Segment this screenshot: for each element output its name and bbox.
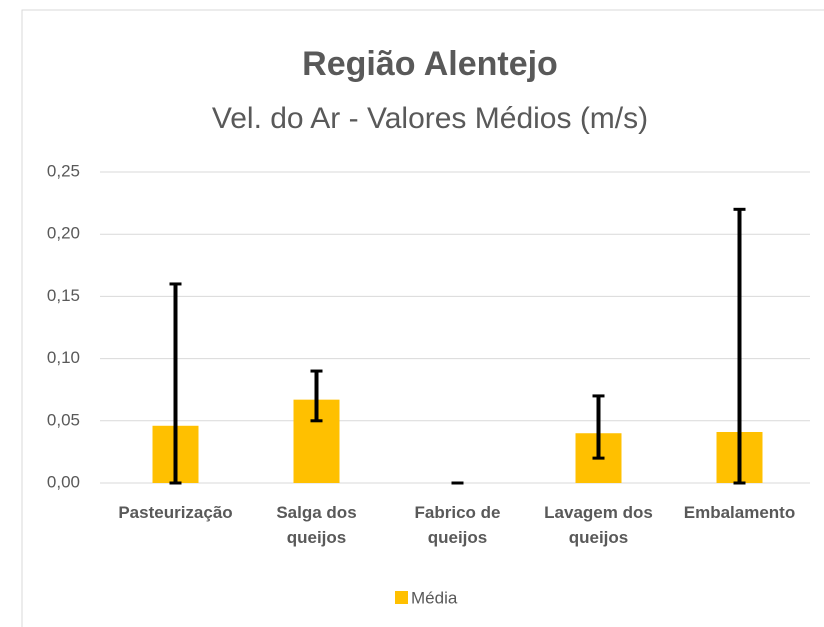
y-tick-label: 0,25 [47,161,80,180]
y-tick-label: 0,15 [47,286,80,305]
chart-title: Região Alentejo [302,45,558,83]
x-tick-label: Lavagem dos queijos [544,503,653,547]
y-tick-label: 0,00 [47,472,80,491]
y-tick-label: 0,05 [47,410,80,429]
legend-label: Média [411,588,458,607]
y-tick-label: 0,10 [47,348,80,367]
legend-swatch [395,591,408,604]
chart-frame [21,9,824,627]
x-tick-label: Pasteurização [118,503,233,522]
x-tick-label: Fabrico de queijos [414,503,501,547]
y-tick-label: 0,20 [47,224,80,243]
x-tick-label: Embalamento [683,503,796,522]
chart-subtitle: Vel. do Ar - Valores Médios (m/s) [212,102,648,135]
x-tick-label: Salga dos queijos [276,503,357,547]
